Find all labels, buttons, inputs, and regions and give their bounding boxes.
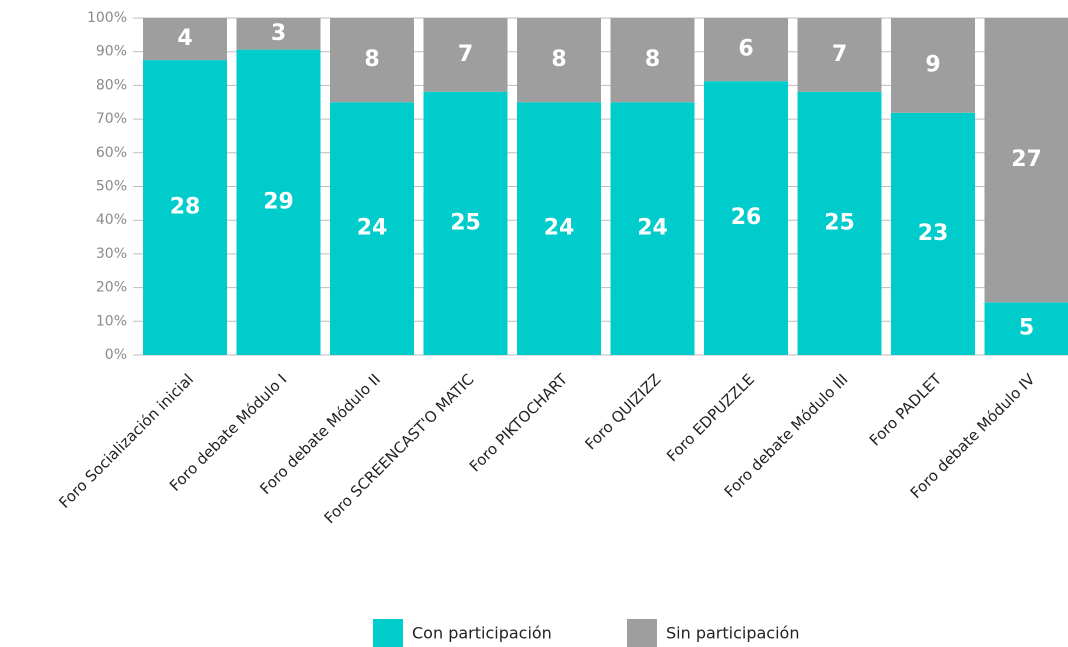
data-label: 25 <box>824 210 855 235</box>
bar-segment <box>517 102 601 355</box>
bar-segment <box>797 18 882 92</box>
data-label: 7 <box>832 42 847 67</box>
data-label: 8 <box>364 47 379 72</box>
legend-label: Sin participación <box>666 624 799 643</box>
bar-segment <box>610 102 695 355</box>
data-label: 9 <box>925 52 940 77</box>
x-tick-label: Foro PIKTOCHART <box>466 370 572 476</box>
bar-segment <box>143 60 227 355</box>
x-tick-label: Foro SCREENCAST'O MATIC <box>321 370 478 527</box>
y-tick-label: 20% <box>96 280 127 296</box>
data-label: 8 <box>551 47 566 72</box>
bar-segment <box>704 18 788 82</box>
y-tick-label: 60% <box>96 145 127 161</box>
bar-segment <box>423 18 508 92</box>
y-tick-label: 100% <box>87 10 127 26</box>
bar-segment <box>797 91 882 355</box>
data-label: 24 <box>544 216 575 241</box>
bar-segment <box>236 49 321 355</box>
bar-segment <box>984 302 1068 355</box>
y-tick-label: 90% <box>96 44 127 60</box>
data-label: 6 <box>738 37 753 62</box>
data-label: 4 <box>177 26 192 51</box>
legend-label: Con participación <box>412 624 552 643</box>
bar-segment <box>610 18 695 103</box>
legend-swatch <box>373 619 403 647</box>
bar-segment <box>423 91 508 355</box>
y-tick-label: 10% <box>96 313 127 329</box>
bar-segment <box>143 18 227 61</box>
data-label: 26 <box>731 205 762 230</box>
bar-segment <box>236 18 321 50</box>
bar-segment <box>891 112 975 355</box>
bar-segment <box>517 18 601 103</box>
x-tick-label: Foro QUIZIZZ <box>581 370 664 453</box>
y-tick-label: 0% <box>105 347 127 363</box>
data-label: 29 <box>263 189 294 214</box>
y-tick-label: 40% <box>96 212 127 228</box>
x-tick-label: Foro EDPUZZLE <box>663 370 758 465</box>
bar-segment <box>891 18 975 113</box>
data-label: 23 <box>918 221 949 246</box>
bar-segment <box>984 18 1068 303</box>
y-tick-label: 80% <box>96 77 127 93</box>
data-label: 3 <box>271 21 286 46</box>
bar-segment <box>330 18 414 103</box>
y-tick-label: 70% <box>96 111 127 127</box>
data-label: 25 <box>450 210 481 235</box>
y-tick-label: 50% <box>96 179 127 195</box>
bar-segment <box>704 81 788 355</box>
data-label: 28 <box>170 195 201 220</box>
bar-segment <box>330 102 414 355</box>
y-tick-label: 30% <box>96 246 127 262</box>
data-label: 8 <box>645 47 660 72</box>
data-label: 7 <box>458 42 473 67</box>
data-label: 24 <box>357 216 388 241</box>
x-tick-label: Foro PADLET <box>866 370 946 450</box>
legend-swatch <box>627 619 657 647</box>
data-label: 24 <box>637 216 668 241</box>
data-label: 5 <box>1019 316 1034 341</box>
data-label: 27 <box>1011 147 1042 172</box>
